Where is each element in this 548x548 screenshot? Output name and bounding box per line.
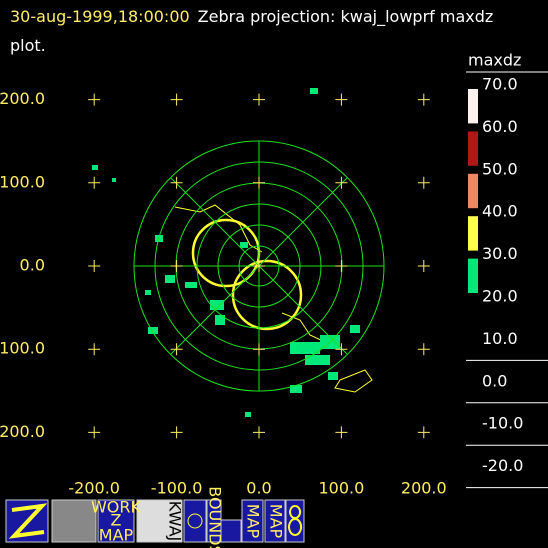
colorbar-swatch	[468, 258, 478, 293]
grid-cross	[170, 93, 183, 106]
title: Zebra projection: kwaj_lowprf maxdz plot…	[10, 7, 494, 55]
land	[174, 204, 373, 393]
y-tick-label: 100.0	[0, 172, 45, 191]
toolbar-label: MAP	[244, 504, 263, 539]
grid-cross	[170, 426, 183, 439]
toolbar-label: Z	[111, 511, 122, 530]
toolbar-icon[interactable]	[51, 499, 97, 543]
colorbar-label: 70.0	[482, 75, 518, 94]
colorbar-label: 40.0	[482, 202, 518, 221]
z-logo	[8, 503, 48, 539]
colorbar-label: 60.0	[482, 117, 518, 136]
colorbar-label: -20.0	[482, 456, 523, 475]
grid-cross	[417, 93, 430, 106]
colorbar-title: maxdz	[468, 51, 521, 70]
grid-cross	[417, 343, 430, 356]
grid-cross	[253, 260, 265, 272]
x-tick-label: -100.0	[151, 479, 203, 498]
colorbar-label: -10.0	[482, 414, 523, 433]
toolbar-icon[interactable]	[241, 499, 264, 543]
grid-cross	[170, 260, 183, 272]
toolbar-icon[interactable]	[183, 499, 207, 543]
toolbar-label: MAP	[99, 526, 134, 545]
grid-cross	[88, 426, 101, 439]
colorbar-swatch	[468, 173, 478, 209]
toolbar-label: WORK	[91, 498, 142, 517]
x-tick-label: 0.0	[246, 479, 271, 498]
grid-cross	[417, 260, 430, 272]
toolbar-label: BOUNDS	[206, 486, 225, 548]
grid-cross	[253, 176, 265, 189]
grid-cross	[88, 93, 101, 106]
y-tick-label: -200.0	[0, 422, 45, 441]
grid-cross	[253, 426, 265, 439]
colorbar-label: 10.0	[482, 329, 518, 348]
x-tick-label: -200.0	[68, 479, 120, 498]
eight-icon	[288, 505, 302, 536]
grid-cross	[335, 426, 348, 439]
header: 30-aug-1999,18:00:00 Zebra projection: kw…	[10, 2, 530, 60]
colorbar-swatch	[468, 216, 478, 251]
grid-cross	[170, 343, 183, 356]
grid-cross	[253, 93, 265, 106]
grid-cross	[417, 426, 430, 439]
grid-cross	[170, 176, 183, 189]
grid-cross	[335, 176, 348, 189]
x-tick-label: 200.0	[401, 479, 447, 498]
grid-cross	[88, 343, 101, 356]
colorbar-label: 50.0	[482, 159, 518, 178]
y-tick-label: 0.0	[20, 256, 45, 275]
colorbar-swatch	[468, 131, 478, 166]
colorbar-swatch	[468, 89, 478, 124]
y-tick-label: -100.0	[0, 339, 45, 358]
grid-cross	[335, 93, 348, 106]
grid-cross	[253, 343, 265, 356]
bounds-icon	[187, 513, 203, 529]
grid-cross	[88, 260, 101, 272]
x-tick-label: 100.0	[318, 479, 364, 498]
toolbar-icon[interactable]	[97, 499, 135, 543]
toolbar-icon[interactable]	[220, 519, 242, 543]
grid-cross	[417, 176, 430, 189]
toolbar-icon[interactable]	[264, 499, 286, 543]
colorbar-label: 0.0	[482, 371, 507, 390]
grid-cross	[335, 343, 348, 356]
colorbar-label: 20.0	[482, 287, 518, 306]
grid-cross	[335, 260, 348, 272]
toolbar-label: KWAJ	[166, 501, 185, 542]
toolbar-label: MAP	[267, 504, 286, 539]
timestamp: 30-aug-1999,18:00:00	[10, 7, 190, 26]
toolbar-icon[interactable]	[136, 499, 183, 543]
coastline	[191, 218, 303, 331]
colorbar-label: 30.0	[482, 244, 518, 263]
grid-cross	[88, 176, 101, 189]
y-tick-label: 200.0	[0, 89, 45, 108]
